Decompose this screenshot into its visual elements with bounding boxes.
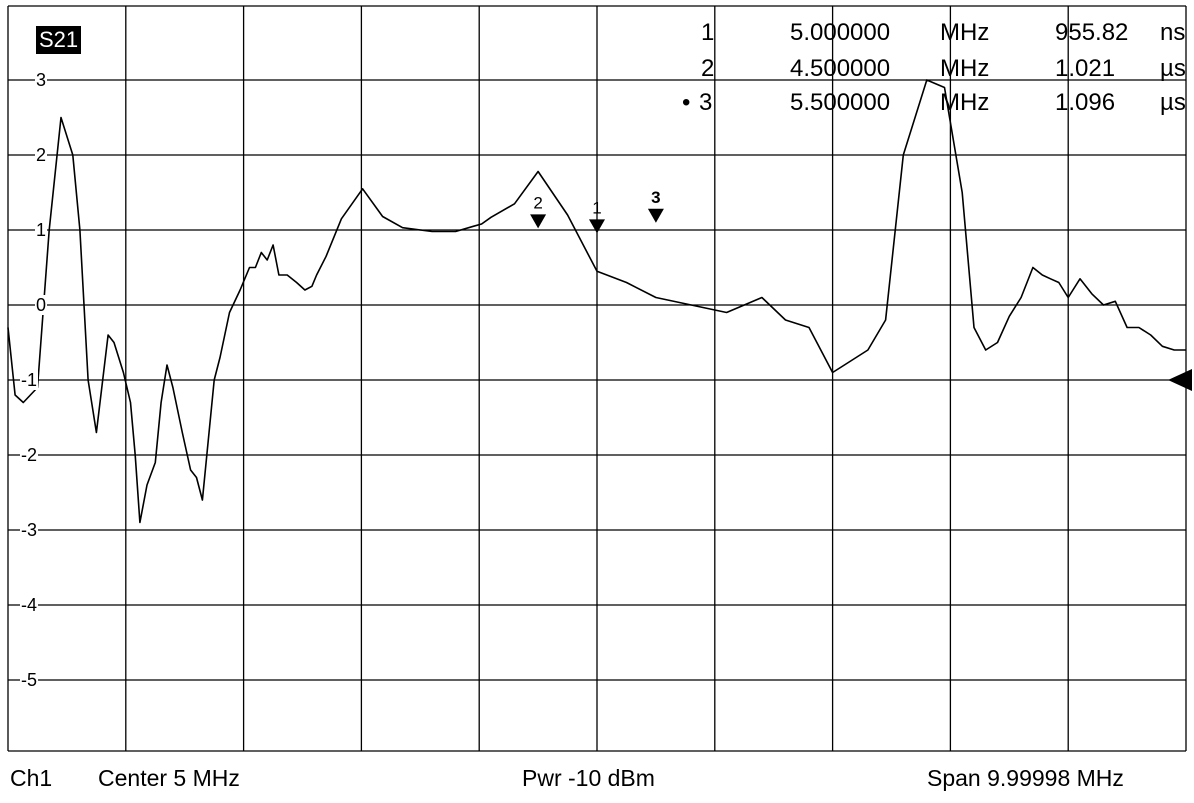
- marker-readout-3: • 3 5.500000 MHz 1.096 µs: [600, 88, 1194, 118]
- trace-layer: [7, 79, 1186, 524]
- marker-value: 955.82: [1055, 19, 1129, 46]
- marker-3-triangle: [647, 208, 664, 223]
- reference-level-arrow: [1168, 369, 1192, 391]
- marker-1-label: 1: [592, 198, 601, 217]
- source-power: Pwr -10 dBm: [522, 765, 655, 791]
- y-tick-label: -4: [20, 595, 39, 615]
- marker-value-unit: µs: [1160, 55, 1186, 82]
- marker-layer: 1 2 3: [530, 188, 664, 234]
- trace-line: [7, 79, 1186, 524]
- y-tick-label: 3: [35, 70, 48, 90]
- marker-1-triangle: [589, 219, 606, 234]
- y-tick-label: 0: [35, 295, 48, 315]
- marker-frequency: 4.500000: [790, 55, 891, 82]
- marker-3-label: 3: [651, 188, 660, 207]
- marker-value-unit: µs: [1160, 89, 1186, 116]
- y-tick-label: -3: [20, 520, 39, 540]
- frequency-span: Span 9.99998 MHz: [927, 765, 1124, 791]
- active-marker-dot: •: [682, 89, 691, 116]
- marker-number: 3: [699, 89, 713, 116]
- marker-readout-2: 2 4.500000 MHz 1.021 µs: [600, 54, 1194, 84]
- marker-2-label: 2: [533, 193, 542, 212]
- center-frequency: Center 5 MHz: [98, 765, 240, 791]
- marker-frequency-unit: MHz: [940, 89, 990, 116]
- marker-2-triangle: [530, 214, 547, 229]
- y-tick-label: 2: [35, 145, 48, 165]
- y-tick-label: -1: [20, 370, 39, 390]
- plot-grid: [7, 5, 1187, 752]
- trace-label[interactable]: S21: [36, 26, 82, 54]
- y-tick-label: -5: [20, 670, 39, 690]
- marker-value: 1.021: [1055, 55, 1116, 82]
- channel-label: Ch1: [10, 765, 53, 791]
- marker-value: 1.096: [1055, 89, 1116, 116]
- marker-number: 2: [701, 55, 715, 82]
- marker-value-unit: ns: [1160, 19, 1186, 46]
- marker-frequency: 5.000000: [790, 19, 891, 46]
- marker-frequency-unit: MHz: [940, 19, 990, 46]
- reference-level-layer: [1168, 369, 1192, 391]
- marker-frequency: 5.500000: [790, 89, 891, 116]
- y-tick-label: -2: [20, 445, 39, 465]
- marker-number: 1: [701, 19, 715, 46]
- marker-readout-1: 1 5.000000 MHz 955.82 ns: [600, 18, 1194, 48]
- marker-frequency-unit: MHz: [940, 55, 990, 82]
- y-tick-label: 1: [35, 220, 48, 240]
